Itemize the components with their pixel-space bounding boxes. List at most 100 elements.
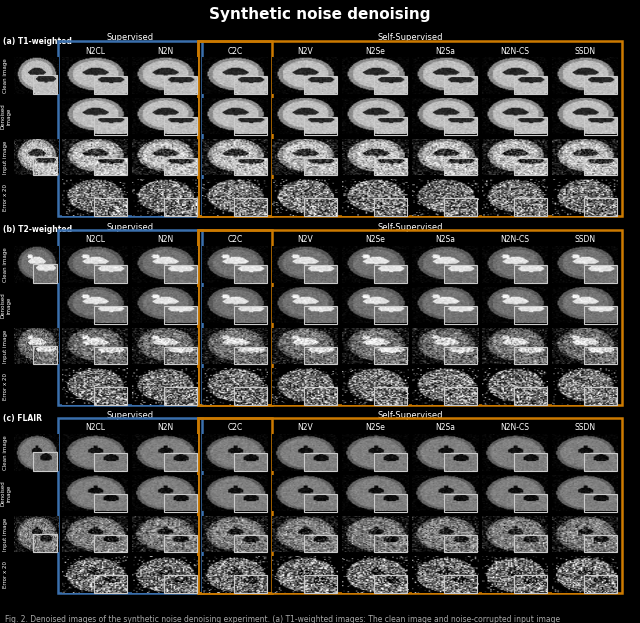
Bar — [58, 41, 202, 216]
Bar — [234, 535, 267, 552]
Bar — [514, 576, 547, 593]
Text: C2C: C2C — [227, 424, 243, 432]
Bar — [374, 265, 407, 283]
Bar — [514, 494, 547, 511]
Bar — [234, 265, 267, 283]
Bar — [33, 75, 57, 93]
Text: Denoised
image: Denoised image — [1, 480, 12, 506]
Bar — [94, 306, 127, 323]
Bar — [514, 198, 547, 216]
Bar — [58, 230, 202, 405]
Bar — [444, 76, 477, 93]
Text: N2V: N2V — [297, 424, 313, 432]
Bar — [164, 576, 197, 593]
Text: N2Sa: N2Sa — [435, 424, 455, 432]
Bar — [304, 76, 337, 93]
Bar — [234, 576, 267, 593]
Bar — [514, 76, 547, 93]
Text: Clean image: Clean image — [3, 247, 8, 282]
Bar — [164, 76, 197, 93]
Text: N2CL: N2CL — [85, 235, 105, 244]
Text: N2Se: N2Se — [365, 424, 385, 432]
Text: Self-Supervised: Self-Supervised — [377, 222, 443, 232]
Bar — [374, 76, 407, 93]
Text: N2V: N2V — [297, 235, 313, 244]
Bar — [304, 453, 337, 471]
Bar — [164, 117, 197, 135]
Bar — [164, 265, 197, 283]
Bar — [584, 388, 617, 405]
Bar — [374, 306, 407, 323]
Bar — [94, 117, 127, 135]
Bar — [304, 388, 337, 405]
Bar — [444, 265, 477, 283]
Bar — [164, 535, 197, 552]
Bar — [444, 158, 477, 175]
Bar — [584, 453, 617, 471]
Text: Synthetic noise denoising: Synthetic noise denoising — [209, 6, 431, 22]
Text: N2N-CS: N2N-CS — [500, 47, 529, 55]
Bar — [94, 346, 127, 364]
Bar — [198, 230, 622, 405]
Bar — [198, 41, 622, 216]
Bar — [164, 388, 197, 405]
Text: Input image: Input image — [3, 329, 8, 363]
Bar — [304, 198, 337, 216]
Bar — [374, 117, 407, 135]
Bar — [94, 576, 127, 593]
Text: Denoised
image: Denoised image — [1, 292, 12, 318]
Bar — [234, 76, 267, 93]
Bar — [234, 346, 267, 364]
Bar — [444, 198, 477, 216]
Bar — [304, 117, 337, 135]
Bar — [444, 346, 477, 364]
Bar — [584, 346, 617, 364]
Text: Supervised: Supervised — [106, 222, 154, 232]
Bar — [33, 346, 57, 364]
Bar — [584, 535, 617, 552]
Bar — [164, 453, 197, 471]
Bar — [234, 198, 267, 216]
Text: N2N: N2N — [157, 47, 173, 55]
Bar — [514, 306, 547, 323]
Text: N2Se: N2Se — [365, 47, 385, 55]
Bar — [584, 265, 617, 283]
Bar — [514, 535, 547, 552]
Text: SSDN: SSDN — [575, 235, 596, 244]
Bar — [33, 452, 57, 471]
Text: Clean image: Clean image — [3, 435, 8, 470]
Text: Self-Supervised: Self-Supervised — [377, 411, 443, 419]
Text: N2CL: N2CL — [85, 424, 105, 432]
Bar — [94, 494, 127, 511]
Bar — [444, 494, 477, 511]
Bar — [94, 388, 127, 405]
Bar — [374, 198, 407, 216]
Text: N2Sa: N2Sa — [435, 235, 455, 244]
Text: N2N-CS: N2N-CS — [500, 235, 529, 244]
Bar — [584, 494, 617, 511]
Bar — [374, 453, 407, 471]
Text: SSDN: SSDN — [575, 424, 596, 432]
Bar — [94, 265, 127, 283]
Bar — [164, 158, 197, 175]
Bar — [444, 388, 477, 405]
Bar — [304, 535, 337, 552]
Text: N2CL: N2CL — [85, 47, 105, 55]
Text: N2Se: N2Se — [365, 235, 385, 244]
Bar — [304, 265, 337, 283]
Bar — [234, 388, 267, 405]
Bar — [374, 494, 407, 511]
Text: Fig. 2. Denoised images of the synthetic noise denoising experiment. (a) T1-weig: Fig. 2. Denoised images of the synthetic… — [5, 614, 560, 623]
Bar — [234, 158, 267, 175]
Bar — [234, 117, 267, 135]
Text: Input image: Input image — [3, 140, 8, 174]
Text: Denoised
image: Denoised image — [1, 103, 12, 129]
Bar — [33, 264, 57, 283]
Text: N2Sa: N2Sa — [435, 47, 455, 55]
Text: Clean image: Clean image — [3, 58, 8, 93]
Bar — [514, 117, 547, 135]
Bar — [514, 388, 547, 405]
Bar — [584, 158, 617, 175]
Text: Error x 20: Error x 20 — [3, 561, 8, 588]
Bar — [94, 453, 127, 471]
